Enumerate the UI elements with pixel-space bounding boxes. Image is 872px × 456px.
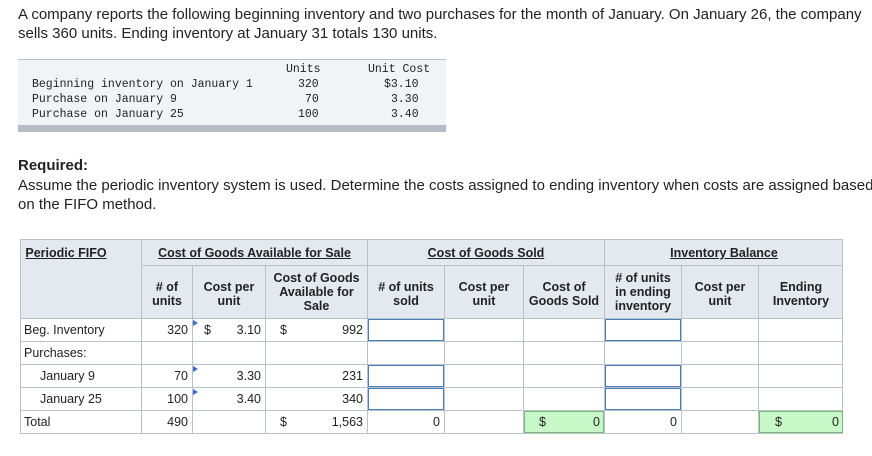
grid-line [20,387,843,388]
jan25-cogas: 340 [342,392,363,406]
col-cogs: Cost of Goods Sold [528,280,600,308]
total-ending-inventory-field[interactable] [759,411,843,433]
grid-line [681,266,682,434]
grid-line [367,239,368,434]
jan25-cost-per-unit: 3.40 [236,392,261,406]
col-inv-cost-per-unit: Cost per unit [694,280,746,308]
total-units: 490 [167,415,188,429]
row-label-purchases: Purchases: [24,346,87,360]
jan25-inv-units-input[interactable] [605,388,681,410]
beg-units: 320 [167,323,188,337]
beg-units-sold-input[interactable] [368,319,444,341]
total-cogs-dollar-sign: $ [539,415,546,429]
jan9-inv-units-input[interactable] [605,365,681,387]
col-ending-inventory: Ending Inventory [772,280,830,308]
col-cost-per-unit: Cost per unit [203,280,255,308]
total-inv-dollar-sign: $ [775,415,782,429]
units-header: Units [286,63,321,76]
grid-line [265,266,266,434]
col-units: # of units [152,280,182,308]
given-row-label: Beginning inventory on January 1 [32,78,253,91]
col-units-sold: # of units sold [378,280,434,308]
grid-line [20,341,843,342]
total-cogs: 0 [593,415,600,429]
jan25-units-sold-input[interactable] [368,388,444,410]
total-cogas: 1,563 [331,415,363,429]
group-cogas: Cost of Goods Available for Sale [158,246,351,260]
problem-intro: A company reports the following beginnin… [18,6,862,42]
total-ending-inventory: 0 [832,415,839,429]
jan9-cogas: 231 [342,369,363,383]
given-row-cost: 3.40 [391,108,419,121]
header-bg [20,266,843,318]
jan25-units: 100 [167,392,188,406]
jan9-cost-per-unit: 3.30 [236,369,261,383]
table-scrollbar [18,125,446,132]
header-bg [605,240,843,265]
beg-cost-per-unit: 3.10 [236,323,261,337]
given-row-cost: 3.30 [391,93,419,106]
grid-line [142,265,843,266]
jan9-units: 70 [174,369,188,383]
input-marker-icon [193,366,198,372]
total-cogs-field[interactable] [524,411,604,433]
row-label-total: Total [24,415,51,429]
grid-line [842,239,843,434]
given-row-label: Purchase on January 25 [32,108,184,121]
group-inventory-balance: Inventory Balance [670,246,778,260]
jan9-units-sold-input[interactable] [368,365,444,387]
beg-cogas-dollar-sign: $ [280,323,287,337]
row-label-january-9: January 9 [40,369,95,383]
grid-line [20,318,843,319]
grid-line [20,239,21,434]
total-cogas-dollar-sign: $ [280,415,287,429]
input-marker-icon [193,389,198,395]
row-label-january-25: January 25 [40,392,102,406]
col-cogas: Cost of Goods Available for Sale [273,271,360,313]
group-cogs: Cost of Goods Sold [427,246,545,260]
worksheet-title: Periodic FIFO [25,246,107,260]
given-row-units: 320 [298,78,319,91]
beg-inv-units-input[interactable] [605,319,681,341]
grid-line [758,266,759,434]
total-inv-units: 0 [670,415,677,429]
row-label-beg-inventory: Beg. Inventory [24,323,105,337]
grid-line [604,239,605,434]
given-row-label: Purchase on January 9 [32,93,177,106]
required-text: Assume the periodic inventory system is … [18,177,872,213]
grid-line [523,266,524,434]
given-data-table: Units Unit Cost Beginning inventory on J… [18,59,446,132]
beg-dollar-sign: $ [204,323,211,337]
given-row-units: 70 [305,93,319,106]
header-bg [142,240,367,265]
grid-line [20,410,843,411]
header-bg [368,240,604,265]
total-units-sold: 0 [433,415,440,429]
required-title: Required: [18,157,89,174]
grid-line [192,266,193,434]
col-cogs-cost-per-unit: Cost per unit [458,280,510,308]
grid-line [20,433,843,434]
input-marker-icon [193,320,198,326]
unit-cost-header: Unit Cost [368,63,431,76]
grid-line [20,364,843,365]
grid-line [141,239,142,434]
beg-cogas: 992 [342,323,363,337]
given-row-cost: $3.10 [384,78,419,91]
col-inv-units: # of units in ending inventory [614,271,672,313]
grid-line [20,239,843,240]
given-row-units: 100 [298,108,319,121]
grid-line [444,266,445,434]
